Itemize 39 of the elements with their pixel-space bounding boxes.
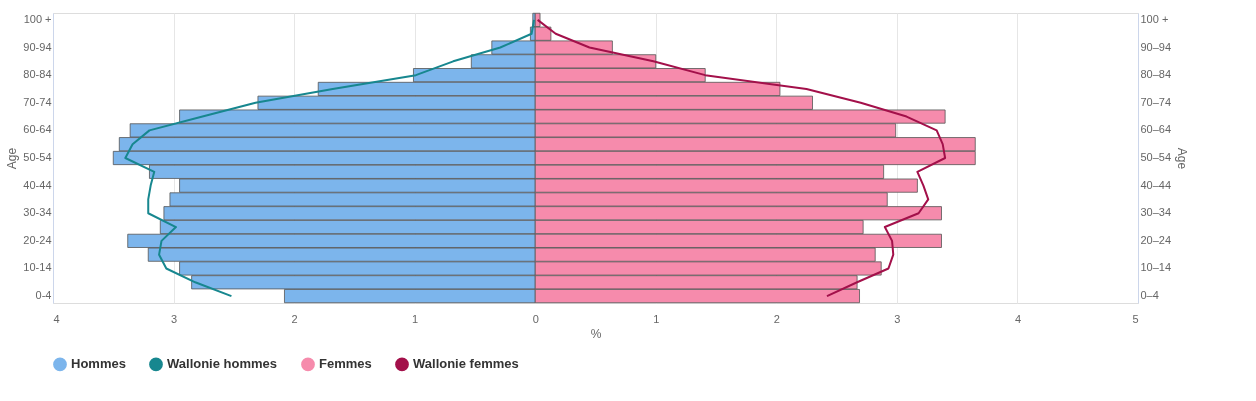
y-tick-label: 90-94 bbox=[23, 40, 52, 53]
y2-tick-label: 0–4 bbox=[1140, 289, 1159, 302]
y-tick-label: 30-34 bbox=[23, 206, 52, 219]
y2-tick-label: 60–64 bbox=[1140, 123, 1172, 136]
y2-tick-label: 50–54 bbox=[1140, 151, 1172, 163]
y2-tick-label: 40–44 bbox=[1140, 178, 1172, 191]
y-tick-label: 60-64 bbox=[23, 123, 52, 136]
x-tick-label: 4 bbox=[53, 312, 60, 325]
x-tick-label: 1 bbox=[412, 312, 419, 325]
legend-label: Wallonie femmes bbox=[413, 356, 519, 372]
x-tick-label: 4 bbox=[1014, 312, 1022, 325]
y-tick-label: 20-24 bbox=[23, 233, 52, 246]
legend-label: Femmes bbox=[319, 356, 372, 372]
y2-tick-label: 20–24 bbox=[1140, 233, 1172, 246]
x-tick-label: 2 bbox=[291, 312, 298, 325]
y-tick-label: 80-84 bbox=[23, 68, 52, 81]
y-tick-label: 0-4 bbox=[35, 289, 52, 302]
y2-tick-label: 30–34 bbox=[1140, 206, 1172, 219]
x-tick-label: 5 bbox=[1132, 312, 1139, 325]
legend-label: Hommes bbox=[71, 356, 126, 372]
y-tick-label: 50-54 bbox=[23, 151, 52, 163]
legend-label: Wallonie hommes bbox=[167, 356, 278, 372]
y2-axis-title: Age bbox=[1175, 147, 1190, 170]
y2-tick-label: 70–74 bbox=[1140, 95, 1172, 108]
x-tick-label: 3 bbox=[894, 312, 901, 325]
y-tick-label: 70-74 bbox=[23, 95, 52, 108]
x-tick-label: 1 bbox=[653, 312, 660, 325]
x-axis-title: % bbox=[590, 326, 602, 341]
x-tick-label: 3 bbox=[170, 312, 178, 325]
y-axis-title: Age bbox=[5, 147, 20, 170]
y-tick-label: 40-44 bbox=[23, 178, 52, 191]
y-tick-label: 10-14 bbox=[23, 261, 52, 274]
y2-tick-label: 80–84 bbox=[1140, 68, 1172, 81]
y2-tick-label: 100 + bbox=[1140, 12, 1169, 25]
y-tick-label: 100 + bbox=[23, 12, 52, 25]
y2-tick-label: 10–14 bbox=[1140, 261, 1172, 274]
x-tick-label: 2 bbox=[773, 312, 780, 325]
x-tick-label: 0 bbox=[532, 312, 539, 325]
y2-tick-label: 90–94 bbox=[1140, 40, 1172, 53]
